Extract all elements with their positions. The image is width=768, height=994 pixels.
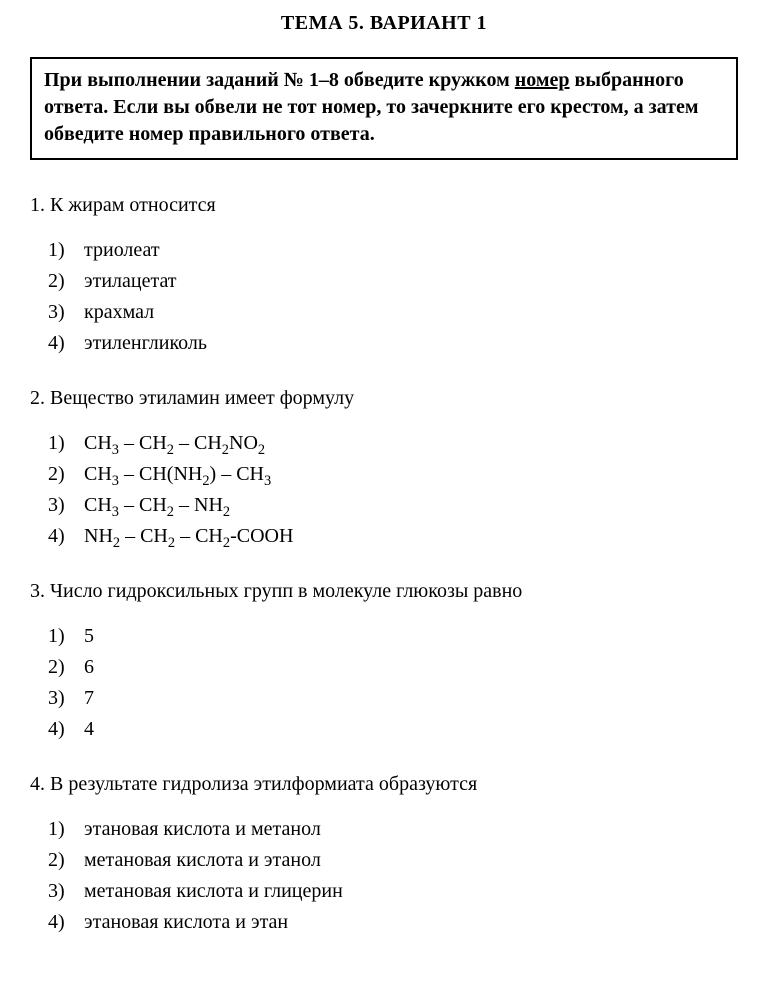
option-text: 7 [84,683,94,714]
option-number: 4) [48,714,84,745]
instruction-part1: При выполнении заданий № 1–8 обведите кр… [44,69,515,91]
option[interactable]: 1) этановая кислота и метанол [48,814,738,845]
option-number: 4) [48,521,84,552]
option-number: 3) [48,297,84,328]
option[interactable]: 2) CH3 – CH(NH2) – CH3 [48,459,738,490]
option[interactable]: 1) 5 [48,621,738,652]
question-1: 1. К жирам относится 1) триолеат 2) этил… [30,192,738,359]
option-number: 3) [48,683,84,714]
question-stem: 1. К жирам относится [30,192,738,219]
option-text: 5 [84,621,94,652]
instruction-box: При выполнении заданий № 1–8 обведите кр… [30,57,738,160]
option[interactable]: 2) метановая кислота и этанол [48,845,738,876]
option[interactable]: 4) 4 [48,714,738,745]
option[interactable]: 4) NH2 – CH2 – CH2-COOH [48,521,738,552]
options-list: 1) CH3 – CH2 – CH2NO2 2) CH3 – CH(NH2) –… [30,428,738,552]
options-list: 1) 5 2) 6 3) 7 4) 4 [30,621,738,745]
option[interactable]: 2) этилацетат [48,266,738,297]
option-text: метановая кислота и этанол [84,845,321,876]
option-text: крахмал [84,297,154,328]
option[interactable]: 3) крахмал [48,297,738,328]
option[interactable]: 3) CH3 – CH2 – NH2 [48,490,738,521]
option-formula: CH3 – CH2 – CH2NO2 [84,428,265,459]
option[interactable]: 1) CH3 – CH2 – CH2NO2 [48,428,738,459]
option-number: 1) [48,428,84,459]
option-number: 3) [48,490,84,521]
option-number: 1) [48,235,84,266]
option-text: триолеат [84,235,160,266]
option-number: 4) [48,328,84,359]
option-formula: CH3 – CH2 – NH2 [84,490,230,521]
option[interactable]: 1) триолеат [48,235,738,266]
question-text: Вещество этиламин имеет формулу [50,387,354,409]
option-text: этиленгликоль [84,328,207,359]
question-3: 3. Число гидроксильных групп в молекуле … [30,578,738,745]
option-text: метановая кислота и глицерин [84,876,343,907]
option-number: 1) [48,814,84,845]
question-2: 2. Вещество этиламин имеет формулу 1) CH… [30,385,738,552]
question-text: В результате гидролиза этилформиата обра… [50,773,477,795]
question-text: К жирам относится [50,194,216,216]
option[interactable]: 3) 7 [48,683,738,714]
question-number: 3. [30,580,45,602]
options-list: 1) триолеат 2) этилацетат 3) крахмал 4) … [30,235,738,359]
question-number: 1. [30,194,45,216]
option-text: 6 [84,652,94,683]
option[interactable]: 2) 6 [48,652,738,683]
option-formula: NH2 – CH2 – CH2-COOH [84,521,293,552]
option[interactable]: 4) этиленгликоль [48,328,738,359]
question-number: 2. [30,387,45,409]
option-number: 2) [48,266,84,297]
question-stem: 3. Число гидроксильных групп в молекуле … [30,578,738,605]
question-4: 4. В результате гидролиза этилформиата о… [30,771,738,938]
option-number: 2) [48,652,84,683]
option-number: 1) [48,621,84,652]
question-text: Число гидроксильных групп в молекуле глю… [50,580,522,602]
instruction-underlined: номер [515,69,570,91]
question-stem: 2. Вещество этиламин имеет формулу [30,385,738,412]
option[interactable]: 4) этановая кислота и этан [48,907,738,938]
option[interactable]: 3) метановая кислота и глицерин [48,876,738,907]
question-number: 4. [30,773,45,795]
question-stem: 4. В результате гидролиза этилформиата о… [30,771,738,798]
option-number: 2) [48,459,84,490]
options-list: 1) этановая кислота и метанол 2) метанов… [30,814,738,938]
option-number: 4) [48,907,84,938]
page: ТЕМА 5. ВАРИАНТ 1 При выполнении заданий… [0,0,768,994]
option-formula: CH3 – CH(NH2) – CH3 [84,459,271,490]
option-text: 4 [84,714,94,745]
option-text: этановая кислота и этан [84,907,288,938]
option-text: этилацетат [84,266,177,297]
option-number: 2) [48,845,84,876]
option-text: этановая кислота и метанол [84,814,321,845]
page-title: ТЕМА 5. ВАРИАНТ 1 [30,12,738,35]
option-number: 3) [48,876,84,907]
